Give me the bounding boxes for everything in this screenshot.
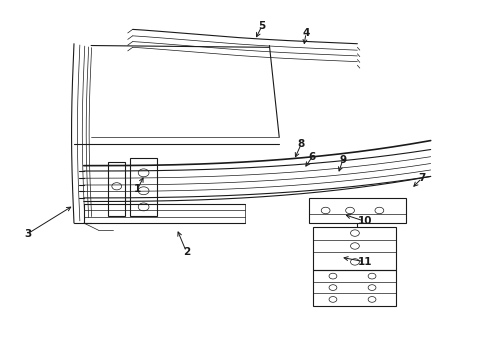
Bar <box>314 270 396 306</box>
Bar <box>314 226 396 270</box>
Text: 7: 7 <box>418 173 425 183</box>
Bar <box>309 198 406 223</box>
Text: 9: 9 <box>339 155 346 165</box>
Text: 6: 6 <box>309 152 316 162</box>
Text: 1: 1 <box>134 184 141 194</box>
Text: 8: 8 <box>297 139 305 149</box>
Text: 11: 11 <box>358 257 372 267</box>
Bar <box>108 162 125 216</box>
Text: 4: 4 <box>302 28 310 38</box>
Bar <box>130 158 157 216</box>
Text: 5: 5 <box>259 21 266 31</box>
Text: 2: 2 <box>183 247 190 257</box>
Text: 10: 10 <box>358 216 372 226</box>
Text: 3: 3 <box>24 229 31 239</box>
